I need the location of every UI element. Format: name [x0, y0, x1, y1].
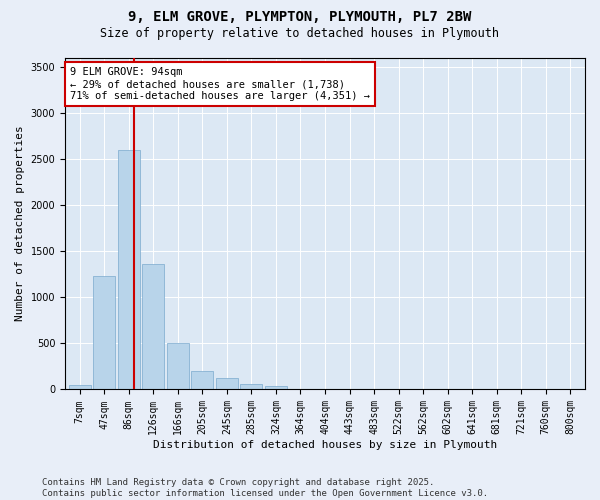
Bar: [142, 264, 164, 390]
Bar: [191, 371, 214, 390]
X-axis label: Distribution of detached houses by size in Plymouth: Distribution of detached houses by size …: [153, 440, 497, 450]
Bar: [69, 385, 91, 390]
Bar: [93, 276, 115, 390]
Text: Contains HM Land Registry data © Crown copyright and database right 2025.
Contai: Contains HM Land Registry data © Crown c…: [42, 478, 488, 498]
Y-axis label: Number of detached properties: Number of detached properties: [15, 126, 25, 322]
Bar: [216, 378, 238, 390]
Text: 9 ELM GROVE: 94sqm
← 29% of detached houses are smaller (1,738)
71% of semi-deta: 9 ELM GROVE: 94sqm ← 29% of detached hou…: [70, 68, 370, 100]
Text: Size of property relative to detached houses in Plymouth: Size of property relative to detached ho…: [101, 28, 499, 40]
Bar: [241, 384, 262, 390]
Bar: [289, 388, 311, 390]
Bar: [265, 386, 287, 390]
Text: 9, ELM GROVE, PLYMPTON, PLYMOUTH, PL7 2BW: 9, ELM GROVE, PLYMPTON, PLYMOUTH, PL7 2B…: [128, 10, 472, 24]
Bar: [118, 150, 140, 390]
Bar: [167, 344, 189, 390]
